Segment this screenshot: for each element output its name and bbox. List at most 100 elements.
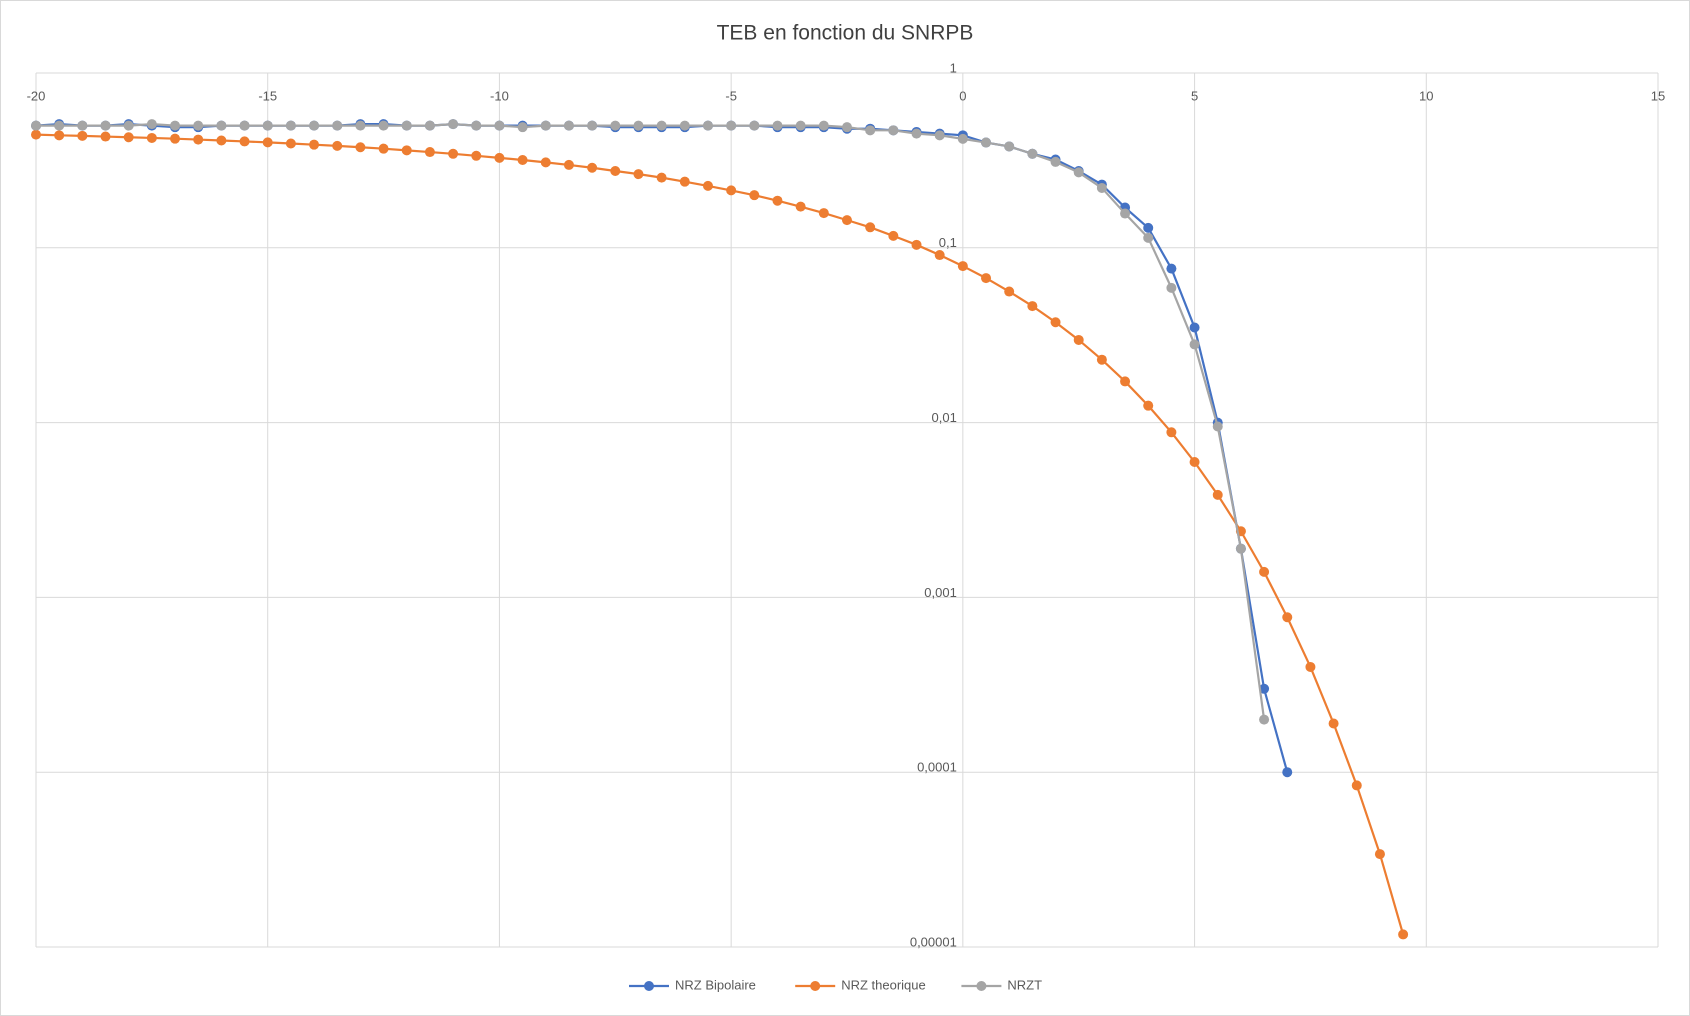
x-tick-label: -10 — [490, 88, 509, 103]
data-point — [610, 166, 621, 177]
data-point — [749, 120, 760, 131]
legend-label: NRZ theorique — [841, 977, 926, 992]
data-point — [1096, 182, 1107, 193]
x-tick-label: 10 — [1419, 88, 1433, 103]
data-point — [1143, 400, 1154, 411]
legend-marker — [644, 981, 654, 991]
data-point — [726, 120, 737, 131]
data-point — [54, 130, 65, 141]
data-point — [262, 120, 273, 131]
data-point — [332, 120, 343, 131]
data-point — [100, 131, 111, 142]
y-tick-label: 0,1 — [939, 235, 957, 250]
legend-label: NRZT — [1007, 977, 1042, 992]
data-point — [1143, 222, 1154, 233]
data-point — [285, 138, 296, 149]
data-point — [401, 145, 412, 156]
data-point — [424, 147, 435, 158]
x-tick-label: 0 — [959, 88, 966, 103]
data-point — [1189, 339, 1200, 350]
y-tick-label: 0,01 — [932, 410, 957, 425]
x-tick-label: 15 — [1651, 88, 1665, 103]
data-point — [355, 120, 366, 131]
data-point — [818, 208, 829, 219]
legend-label: NRZ Bipolaire — [675, 977, 756, 992]
data-point — [1305, 661, 1316, 672]
data-point — [702, 180, 713, 191]
data-point — [1120, 208, 1131, 219]
data-point — [563, 159, 574, 170]
data-point — [123, 132, 134, 143]
data-point — [216, 135, 227, 146]
data-point — [540, 120, 551, 131]
data-point — [355, 142, 366, 153]
data-point — [1212, 489, 1223, 500]
data-point — [1027, 148, 1038, 159]
data-point — [309, 120, 320, 131]
data-point — [911, 128, 922, 139]
data-point — [1189, 457, 1200, 468]
data-point — [378, 143, 389, 154]
data-point — [818, 120, 829, 131]
x-tick-label: -5 — [725, 88, 737, 103]
data-point — [1328, 718, 1339, 729]
data-point — [610, 120, 621, 131]
data-point — [77, 120, 88, 131]
data-point — [494, 120, 505, 131]
data-point — [1166, 263, 1177, 274]
data-point — [448, 119, 459, 130]
data-point — [888, 230, 899, 241]
data-point — [1351, 780, 1362, 791]
data-point — [981, 137, 992, 148]
y-tick-label: 1 — [950, 60, 957, 75]
data-point — [911, 239, 922, 250]
data-point — [285, 120, 296, 131]
data-point — [1096, 354, 1107, 365]
data-point — [517, 122, 528, 133]
data-point — [587, 120, 598, 131]
data-point — [726, 185, 737, 196]
legend-marker — [810, 981, 821, 991]
data-point — [865, 125, 876, 136]
data-point — [170, 133, 181, 144]
data-point — [31, 129, 41, 140]
data-point — [865, 222, 876, 233]
data-point — [1398, 929, 1409, 940]
x-tick-label: -20 — [27, 88, 46, 103]
data-point — [1166, 427, 1177, 438]
data-point — [1374, 849, 1385, 860]
data-point — [563, 120, 574, 131]
data-point — [1259, 714, 1270, 725]
data-point — [795, 120, 806, 131]
data-point — [1073, 167, 1084, 178]
data-point — [633, 169, 644, 180]
data-point — [1259, 683, 1270, 694]
data-point — [587, 162, 598, 173]
data-point — [702, 120, 713, 131]
data-point — [795, 201, 806, 212]
y-tick-label: 0,00001 — [910, 934, 957, 949]
data-point — [679, 120, 690, 131]
data-point — [471, 150, 482, 161]
data-point — [332, 140, 343, 151]
data-point — [517, 154, 528, 165]
data-point — [424, 120, 435, 131]
data-point — [146, 119, 157, 130]
data-point — [471, 120, 482, 131]
data-point — [1027, 301, 1038, 312]
data-point — [1050, 317, 1061, 328]
data-point — [1282, 612, 1293, 623]
data-point — [957, 261, 968, 272]
data-point — [1189, 322, 1200, 333]
data-point — [934, 130, 945, 141]
data-point — [1120, 376, 1131, 387]
y-tick-label: 0,001 — [924, 585, 957, 600]
data-point — [216, 120, 227, 131]
data-point — [262, 137, 273, 148]
data-point — [934, 250, 945, 261]
data-point — [309, 139, 320, 150]
data-point — [656, 172, 667, 183]
data-point — [239, 136, 250, 147]
data-point — [100, 120, 111, 131]
